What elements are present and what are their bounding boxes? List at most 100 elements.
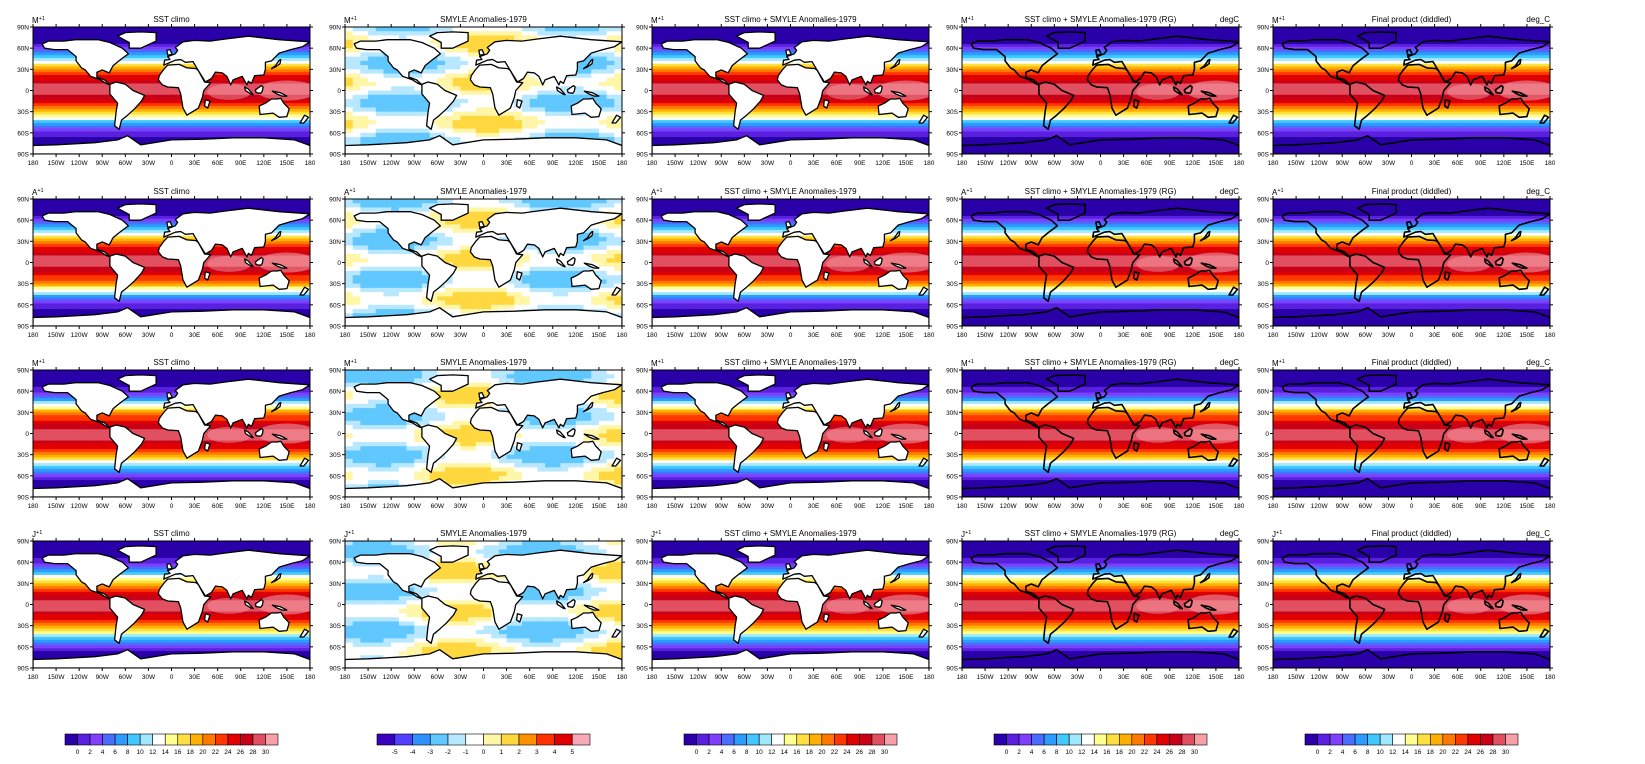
lat-tick-label: 90N [946,539,958,546]
lon-tick-label: 180 [305,160,316,167]
lon-tick-label: 30W [1071,160,1085,167]
lon-tick-label: 90E [1475,674,1487,681]
lon-tick-label: 0 [789,503,793,510]
lat-tick-label: 90N [636,368,648,375]
colorbar-box [139,733,154,746]
lon-tick-label: 120E [1496,160,1512,167]
lat-tick-label: 90S [946,666,958,673]
lon-tick-label: 180 [617,503,628,510]
lat-tick-label: 90S [636,495,648,502]
continent-outlines [962,374,1239,497]
lon-tick-label: 30E [189,160,201,167]
colorbar-label: 18 [1427,749,1435,756]
continent-outlines [33,374,310,497]
lon-tick-label: 150W [667,674,685,681]
lon-tick-label: 180 [340,503,351,510]
lon-tick-label: 30E [501,160,513,167]
sst-field [962,541,1239,668]
colorbar-box [708,733,722,746]
lon-tick-label: 60W [431,160,445,167]
colorbar-label: 22 [1141,749,1149,756]
lat-tick-label: 0 [337,260,341,267]
sst-field [1273,199,1550,326]
lon-tick-label: 90W [1336,503,1350,510]
colorbar-label: 26 [237,749,245,756]
colorbar-label: 6 [113,749,117,756]
lon-tick-label: 30W [761,160,775,167]
continent-outlines [345,203,622,326]
month-label: M+1 [32,359,45,368]
lat-tick-label: 60N [1257,389,1269,396]
lon-tick-label: 60W [1048,332,1062,339]
colorbar-label: 26 [856,749,864,756]
lon-tick-label: 60E [831,503,843,510]
colorbar-box [1144,733,1158,746]
lon-tick-label: 60E [212,332,224,339]
lat-tick-label: 60N [17,389,29,396]
lon-tick-label: 120W [1311,332,1329,339]
lon-tick-label: 60E [524,160,536,167]
lat-tick-label: 30N [946,410,958,417]
lat-tick-label: 90N [17,25,29,32]
lon-tick-label: 180 [1234,160,1245,167]
colorbar-box [64,733,78,746]
lat-tick-label: 30N [17,581,29,588]
lon-tick-label: 180 [1545,332,1556,339]
lon-tick-label: 150W [1288,503,1306,510]
lat-tick-label: 60N [329,389,341,396]
continent-outlines [652,374,929,497]
lon-tick-label: 150E [279,332,295,339]
lat-tick-label: 60S [946,473,958,480]
colorbar-label: 28 [1178,749,1186,756]
lon-tick-label: 120E [1185,503,1201,510]
lon-tick-label: 150W [1288,160,1306,167]
colorbar-4: 0 2 4 6 8 10 12 14 16 18 20 22 24 26 28 30 [993,733,1208,756]
lon-tick-label: 150W [667,503,685,510]
lon-tick-label: 150W [667,332,685,339]
lon-tick-label: 0 [170,674,174,681]
lon-tick-label: 150W [977,503,995,510]
lat-tick-label: 60S [636,130,648,137]
continent-outlines [345,374,622,497]
lon-tick-label: 60E [1452,332,1464,339]
lat-tick-label: 60N [946,218,958,225]
colorbar-label: 20 [1128,749,1136,756]
lon-tick-label: 180 [617,160,628,167]
colorbar-label: 14 [1402,749,1410,756]
lon-tick-label: 180 [1268,160,1279,167]
lon-tick-label: 60E [1452,674,1464,681]
panel-title: SMYLE Anomalies-1979 [440,15,527,24]
lat-tick-label: 60N [946,46,958,53]
colorbar-box [215,733,229,746]
lat-tick-label: 30S [17,623,29,630]
lon-tick-label: 0 [1099,332,1103,339]
month-label: A+1 [344,188,356,197]
colorbar-label: 6 [1353,749,1357,756]
lon-tick-label: 90W [1025,332,1039,339]
lat-tick-label: 30S [17,109,29,116]
colorbar-box [1467,733,1481,746]
continent-outlines [1273,374,1550,497]
lon-tick-label: 180 [957,503,968,510]
colorbar-box [1492,733,1506,746]
colorbar-label: 20 [199,749,207,756]
lon-tick-label: 150W [48,160,66,167]
lat-tick-label: 0 [337,88,341,95]
lon-tick-label: 180 [1234,674,1245,681]
colorbar-label: 4 [101,749,105,756]
lon-tick-label: 180 [924,674,935,681]
lon-tick-label: 120W [383,674,401,681]
lon-tick-label: 60W [431,674,445,681]
panel-title: Final product (diddled) [1372,15,1452,24]
lon-tick-label: 90W [408,160,422,167]
lat-tick-label: 60N [636,389,648,396]
lat-tick-label: 90N [329,368,341,375]
lon-tick-label: 60W [1048,674,1062,681]
lat-tick-label: 90S [946,324,958,331]
lon-tick-label: 30E [1118,503,1130,510]
colorbar-box [834,733,848,746]
